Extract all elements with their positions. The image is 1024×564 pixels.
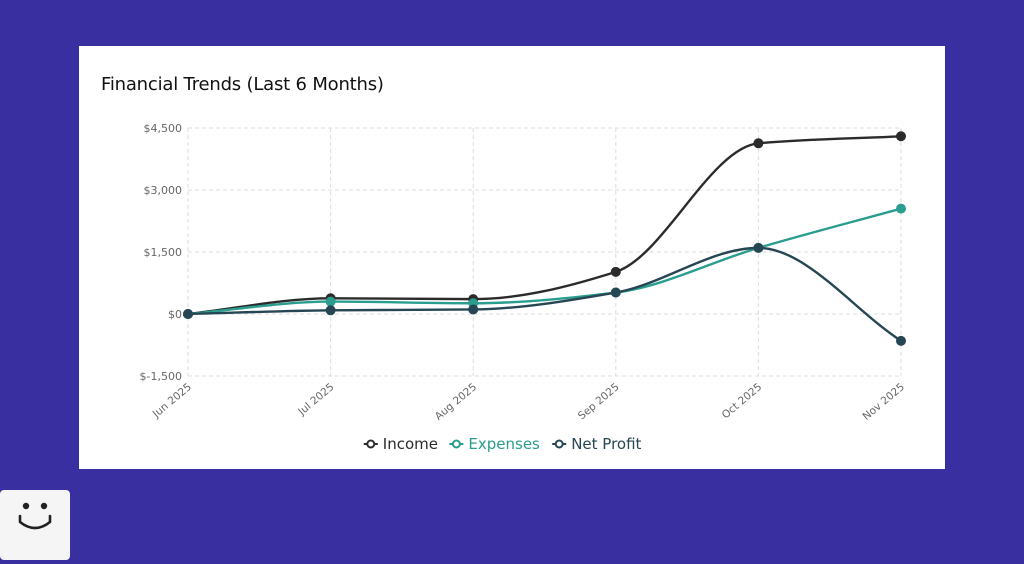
y-tick-label: $4,500 bbox=[144, 122, 183, 135]
y-tick-label: $1,500 bbox=[144, 246, 183, 259]
x-tick-label: Nov 2025 bbox=[860, 381, 906, 423]
series-line-income bbox=[187, 135, 902, 316]
chart-title: Financial Trends (Last 6 Months) bbox=[101, 74, 384, 95]
y-tick-label: $-1,500 bbox=[140, 370, 182, 383]
legend-label[interactable]: Income bbox=[383, 435, 438, 453]
data-point[interactable] bbox=[753, 242, 764, 253]
data-point[interactable] bbox=[896, 203, 906, 214]
data-point[interactable] bbox=[610, 266, 621, 277]
y-tick-label: $0 bbox=[168, 308, 182, 321]
data-point[interactable] bbox=[325, 305, 336, 316]
feedback-badge[interactable] bbox=[0, 490, 70, 560]
y-tick-label: $3,000 bbox=[144, 184, 183, 197]
data-point[interactable] bbox=[610, 287, 621, 298]
data-point[interactable] bbox=[896, 335, 906, 346]
series-line-expenses bbox=[187, 207, 902, 316]
x-tick-label: Jul 2025 bbox=[295, 381, 336, 418]
legend-marker-dot bbox=[366, 439, 376, 449]
x-tick-label: Jun 2025 bbox=[150, 381, 194, 421]
x-tick-label: Aug 2025 bbox=[433, 381, 479, 423]
data-point[interactable] bbox=[468, 304, 479, 315]
line-chart: $-1,500 $0 $1,500 $3,000 $4,500 Jun 2025 Jul 2… bbox=[140, 122, 907, 453]
series-line-net-profit bbox=[187, 246, 902, 342]
x-tick-label: Oct 2025 bbox=[720, 381, 765, 421]
legend-marker-dot bbox=[451, 439, 461, 449]
data-point[interactable] bbox=[896, 131, 906, 142]
data-point[interactable] bbox=[183, 309, 193, 319]
chart-card: Financial Trends (Last 6 Months) $-1,500… bbox=[79, 46, 945, 469]
legend-label[interactable]: Expenses bbox=[468, 435, 540, 453]
data-point[interactable] bbox=[753, 138, 764, 149]
legend-marker-dot bbox=[554, 439, 564, 449]
smiley-icon bbox=[18, 502, 52, 530]
x-tick-label: Sep 2025 bbox=[576, 381, 622, 422]
legend-label[interactable]: Net Profit bbox=[571, 435, 641, 453]
data-point[interactable] bbox=[325, 296, 336, 307]
